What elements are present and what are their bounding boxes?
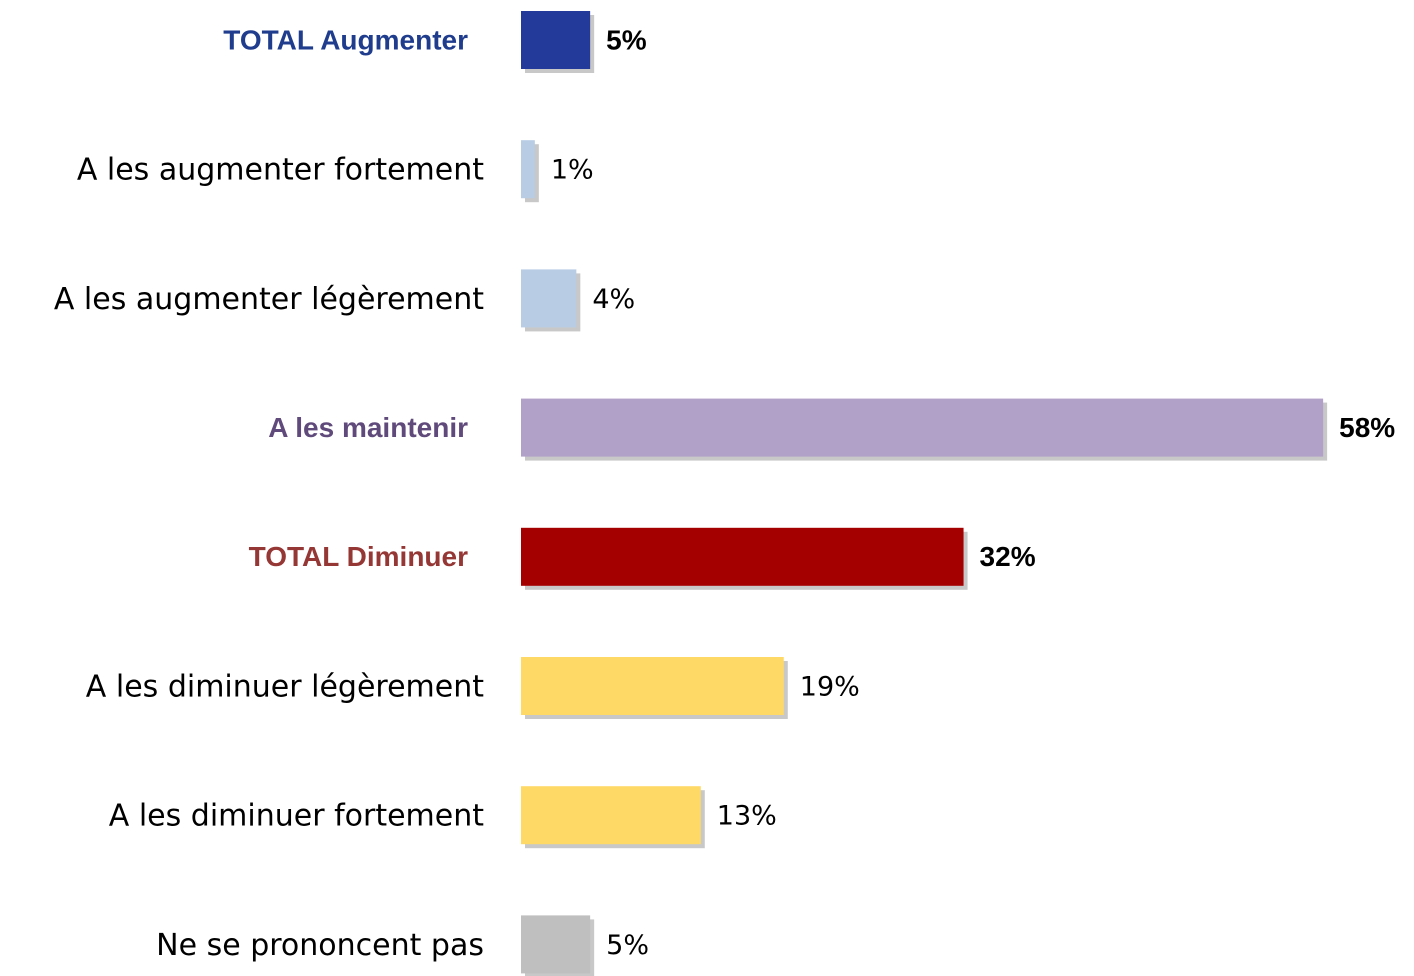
value-label: 4% — [592, 284, 635, 315]
bar — [521, 786, 701, 845]
category-label: TOTAL Augmenter — [223, 24, 468, 55]
category-label: A les diminuer fortement — [109, 799, 484, 834]
bar — [521, 140, 535, 199]
value-label: 19% — [800, 672, 860, 703]
category-label: TOTAL Diminuer — [249, 541, 468, 572]
category-label: A les diminuer légèrement — [86, 670, 484, 705]
value-label: 32% — [980, 541, 1036, 572]
bar — [521, 398, 1324, 457]
bar — [521, 657, 784, 715]
value-label: 5% — [606, 930, 649, 961]
bar — [521, 915, 591, 974]
bar — [521, 11, 591, 69]
value-label: 1% — [551, 155, 594, 186]
value-label: 13% — [717, 801, 777, 832]
category-label: Ne se prononcent pas — [156, 928, 484, 963]
category-label: A les augmenter légèrement — [54, 282, 484, 317]
bar — [521, 527, 964, 586]
category-label: A les maintenir — [268, 412, 468, 443]
value-label: 5% — [606, 24, 647, 55]
value-label: 58% — [1339, 412, 1395, 443]
bar — [521, 269, 577, 328]
category-label: A les augmenter fortement — [77, 153, 484, 188]
